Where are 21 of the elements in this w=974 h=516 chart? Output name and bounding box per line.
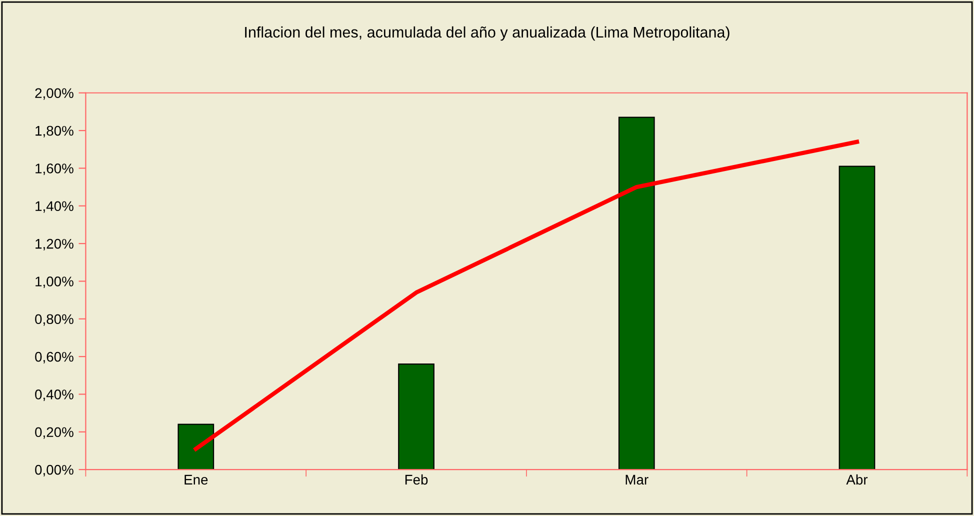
y-tick-label: 1,40% bbox=[36, 201, 74, 213]
line-series bbox=[194, 140, 860, 451]
y-tick-label: 0,00% bbox=[35, 464, 74, 476]
x-tick-label: Mar bbox=[626, 474, 648, 485]
y-tick-label: 0,20% bbox=[35, 427, 74, 439]
y-tick-label: 1,00% bbox=[36, 276, 74, 288]
y-tick-label: 1,80% bbox=[36, 126, 74, 138]
bar bbox=[398, 364, 434, 470]
y-tick-label: 0,40% bbox=[35, 390, 74, 402]
y-tick-label: 0,80% bbox=[35, 314, 74, 326]
y-tick-label: 1,60% bbox=[36, 164, 74, 176]
chart-title: Inflacion del mes, acumulada del año y anualizada (Lima Metropolitana) bbox=[245, 26, 730, 41]
y-tick-label: 2,00% bbox=[35, 88, 74, 100]
bar bbox=[838, 166, 876, 470]
x-tick-label: Feb bbox=[405, 474, 428, 485]
x-tick-label: Ene bbox=[184, 474, 208, 485]
y-tick-label: 1,20% bbox=[36, 238, 74, 250]
bar bbox=[618, 116, 655, 470]
x-tick-label: Abr bbox=[846, 474, 868, 485]
bar bbox=[178, 424, 214, 470]
y-tick-label: 0,60% bbox=[35, 352, 74, 364]
